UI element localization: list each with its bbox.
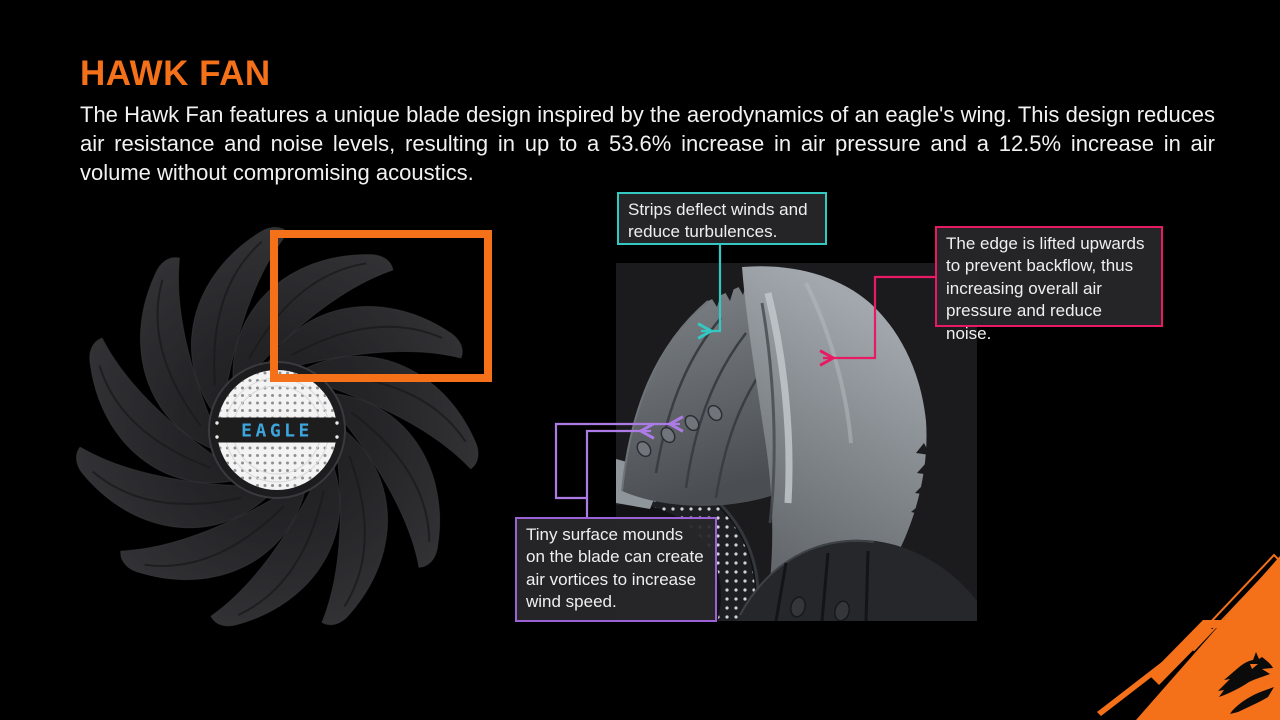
corner-stripe-bar [1203, 620, 1239, 628]
callout-strips: Strips deflect winds and reduce turbulen… [617, 192, 827, 245]
callout-edge-text: The edge is lifted upwards to prevent ba… [946, 234, 1145, 343]
fan-blades: EAGLE [62, 213, 492, 643]
aorus-eagle-icon [1218, 652, 1274, 714]
fan-hub: EAGLE [208, 361, 346, 499]
callout-mounds-text: Tiny surface mounds on the blade can cre… [526, 525, 704, 612]
corner-stripe-diagonal [1149, 620, 1213, 685]
highlight-rectangle [270, 230, 492, 382]
closeup-blade-bottom [736, 539, 977, 621]
eagle-logo-text: EAGLE [241, 421, 313, 442]
page-title: HAWK FAN [80, 54, 271, 93]
intro-paragraph: The Hawk Fan features a unique blade des… [80, 102, 1215, 185]
corner-stripe-thin [1097, 658, 1171, 716]
callout-edge: The edge is lifted upwards to prevent ba… [935, 226, 1163, 343]
callout-mounds: Tiny surface mounds on the blade can cre… [515, 517, 717, 622]
callout-strips-text: Strips deflect winds and reduce turbulen… [628, 200, 808, 242]
corner-brand-decoration [1097, 553, 1280, 720]
hawk-fan-front-image: EAGLE [62, 213, 492, 643]
